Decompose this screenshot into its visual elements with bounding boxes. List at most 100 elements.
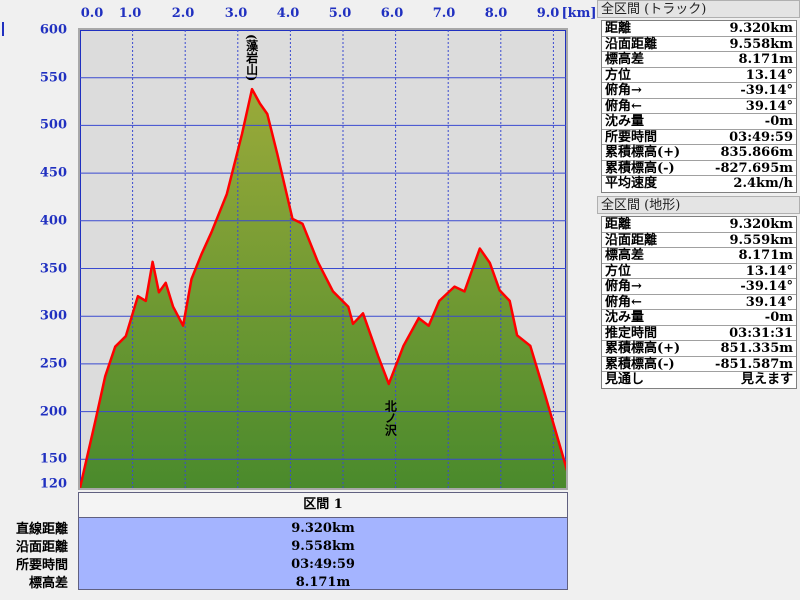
summary-value: 9.320km <box>291 521 355 536</box>
summary-label: 標高差 <box>28 576 68 591</box>
stat-row: 距離 9.320km <box>602 21 796 37</box>
stat-row: 累積標高(-) -827.695m <box>602 160 796 176</box>
stat-label: 俯角→ <box>605 83 642 98</box>
x-unit-label: [km] <box>561 6 597 21</box>
section-header: 区間 1 <box>79 493 567 518</box>
stat-row: 見通し 見えます <box>602 372 796 388</box>
y-tick-label: 550 <box>39 70 67 86</box>
stat-label: 沈み量 <box>605 114 645 129</box>
track-profile-line <box>80 87 566 488</box>
stat-value: 見えます <box>740 372 793 387</box>
elevation-profile-chart[interactable]: (藻岩山) 北ノ沢 <box>80 30 566 488</box>
stat-value: 13.14° <box>745 67 793 83</box>
summary-value: 9.558km <box>291 539 355 554</box>
stat-row: 標高差 8.171m <box>602 52 796 68</box>
stat-value: 9.320km <box>729 21 793 36</box>
stat-value: 9.320km <box>729 217 793 232</box>
stat-row: 俯角→ -39.14° <box>602 83 796 99</box>
stat-label: 方位 <box>605 263 632 279</box>
stat-label: 累積標高(-) <box>605 356 675 372</box>
x-tick-label: 0.0 <box>80 6 104 21</box>
stat-value: 13.14° <box>745 263 793 279</box>
left-scroll-marker <box>2 22 4 36</box>
y-tick-label: 500 <box>39 117 67 133</box>
stat-value: 8.171m <box>738 52 793 67</box>
stat-value: 03:49:59 <box>729 129 793 145</box>
y-tick-label: 150 <box>39 451 67 467</box>
peak-annotation: 北ノ沢 <box>383 398 397 436</box>
stat-row: 所要時間 03:49:59 <box>602 129 796 145</box>
stat-row: 沈み量 -0m <box>602 114 796 130</box>
stat-label: 距離 <box>605 217 632 232</box>
x-tick-label: 6.0 <box>380 6 404 21</box>
stat-row: 俯角← 39.14° <box>602 294 796 310</box>
y-tick-label: 250 <box>39 356 67 372</box>
stat-label: 標高差 <box>605 52 645 67</box>
stat-label: 方位 <box>605 67 632 83</box>
stat-value: 851.335m <box>720 341 793 356</box>
stat-value: -39.14° <box>740 83 793 98</box>
stat-row: 俯角→ -39.14° <box>602 279 796 295</box>
x-tick-label: 3.0 <box>224 6 248 21</box>
stat-row: 沿面距離 9.559km <box>602 232 796 248</box>
stat-label: 見通し <box>605 372 645 387</box>
stat-value: -0m <box>764 114 793 129</box>
stat-label: 俯角→ <box>605 279 642 294</box>
terrain-stats-panel: 距離 9.320km 沿面距離 9.559km 標高差 8.171m 方位 13.14° 俯角→… <box>601 216 797 389</box>
y-tick-label: 200 <box>39 404 67 420</box>
stat-label: 標高差 <box>605 248 645 263</box>
terrain-fill-area <box>80 89 566 488</box>
stat-label: 推定時間 <box>605 325 658 341</box>
x-tick-label: 5.0 <box>328 6 352 21</box>
stat-label: 沈み量 <box>605 310 645 325</box>
stat-value: 9.559km <box>729 232 793 248</box>
stat-label: 距離 <box>605 21 632 36</box>
stat-label: 沿面距離 <box>605 232 658 248</box>
stat-label: 所要時間 <box>605 129 658 145</box>
stat-label: 俯角← <box>605 98 642 114</box>
summary-label: 直線距離 <box>15 522 68 537</box>
y-tick-label: 450 <box>39 165 67 181</box>
x-tick-label: 8.0 <box>484 6 508 21</box>
stat-row: 沈み量 -0m <box>602 310 796 326</box>
stat-row: 方位 13.14° <box>602 263 796 279</box>
x-tick-label: 1.0 <box>118 6 142 21</box>
stat-value: 2.4km/h <box>733 176 793 191</box>
x-tick-label: 7.0 <box>432 6 456 21</box>
stat-label: 沿面距離 <box>605 36 658 52</box>
peak-annotation: (藻岩山) <box>245 34 259 81</box>
track-panel-title: 全区間 (トラック) <box>597 0 800 18</box>
x-tick-label: 4.0 <box>276 6 300 21</box>
stat-row: 距離 9.320km <box>602 217 796 233</box>
section-summary-table: 区間 1 9.320km 9.558km 03:49:59 8.171m <box>78 492 568 590</box>
summary-label: 所要時間 <box>15 558 68 573</box>
summary-value: 03:49:59 <box>291 557 355 572</box>
stat-value: 03:31:31 <box>729 325 793 341</box>
stat-row: 俯角← 39.14° <box>602 98 796 114</box>
stat-row: 沿面距離 9.558km <box>602 36 796 52</box>
summary-label: 沿面距離 <box>15 540 68 555</box>
stat-label: 累積標高(+) <box>605 341 681 356</box>
stat-row: 累積標高(-) -851.587m <box>602 356 796 372</box>
stat-value: 835.866m <box>720 145 793 160</box>
y-tick-label: 600 <box>39 22 67 38</box>
stat-value: -827.695m <box>715 160 793 176</box>
y-tick-label: 300 <box>39 308 67 324</box>
stat-row: 累積標高(+) 835.866m <box>602 145 796 161</box>
y-tick-label: 120 <box>39 476 67 492</box>
stat-row: 平均速度 2.4km/h <box>602 176 796 192</box>
x-tick-label: 9.0 <box>536 6 560 21</box>
stat-value: -0m <box>764 310 793 325</box>
stat-value: 8.171m <box>738 248 793 263</box>
summary-value: 8.171m <box>295 575 351 590</box>
stat-label: 俯角← <box>605 294 642 310</box>
stat-value: -39.14° <box>740 279 793 294</box>
stat-value: 39.14° <box>745 294 793 310</box>
stat-row: 累積標高(+) 851.335m <box>602 341 796 357</box>
y-tick-label: 400 <box>39 213 67 229</box>
stat-value: 9.558km <box>729 36 793 52</box>
stat-label: 累積標高(+) <box>605 145 681 160</box>
stat-label: 累積標高(-) <box>605 160 675 176</box>
track-stats-panel: 距離 9.320km 沿面距離 9.558km 標高差 8.171m 方位 13.14° 俯角→… <box>601 20 797 193</box>
y-tick-label: 350 <box>39 261 67 276</box>
